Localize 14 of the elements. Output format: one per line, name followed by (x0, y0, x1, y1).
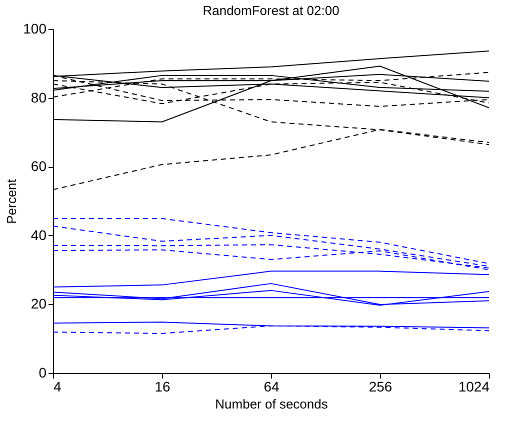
y-tick-label: 60 (30, 158, 47, 174)
x-tick-label: 16 (154, 378, 170, 394)
y-axis-title: Percent (4, 178, 20, 224)
y-tick-label: 20 (30, 296, 47, 312)
x-axis-title: Number of seconds (215, 396, 328, 412)
x-tick-label: 64 (264, 378, 280, 394)
chart-title: RandomForest at 02:00 (202, 3, 340, 18)
y-tick-label: 40 (30, 226, 47, 243)
x-tick-label: 1024 (458, 378, 490, 394)
x-tick-label: 256 (368, 378, 392, 394)
y-tick-label: 0 (38, 364, 47, 380)
y-tick-label: 80 (30, 89, 47, 106)
x-tick-label: 4 (54, 378, 62, 394)
y-tick-label: 100 (23, 20, 47, 36)
